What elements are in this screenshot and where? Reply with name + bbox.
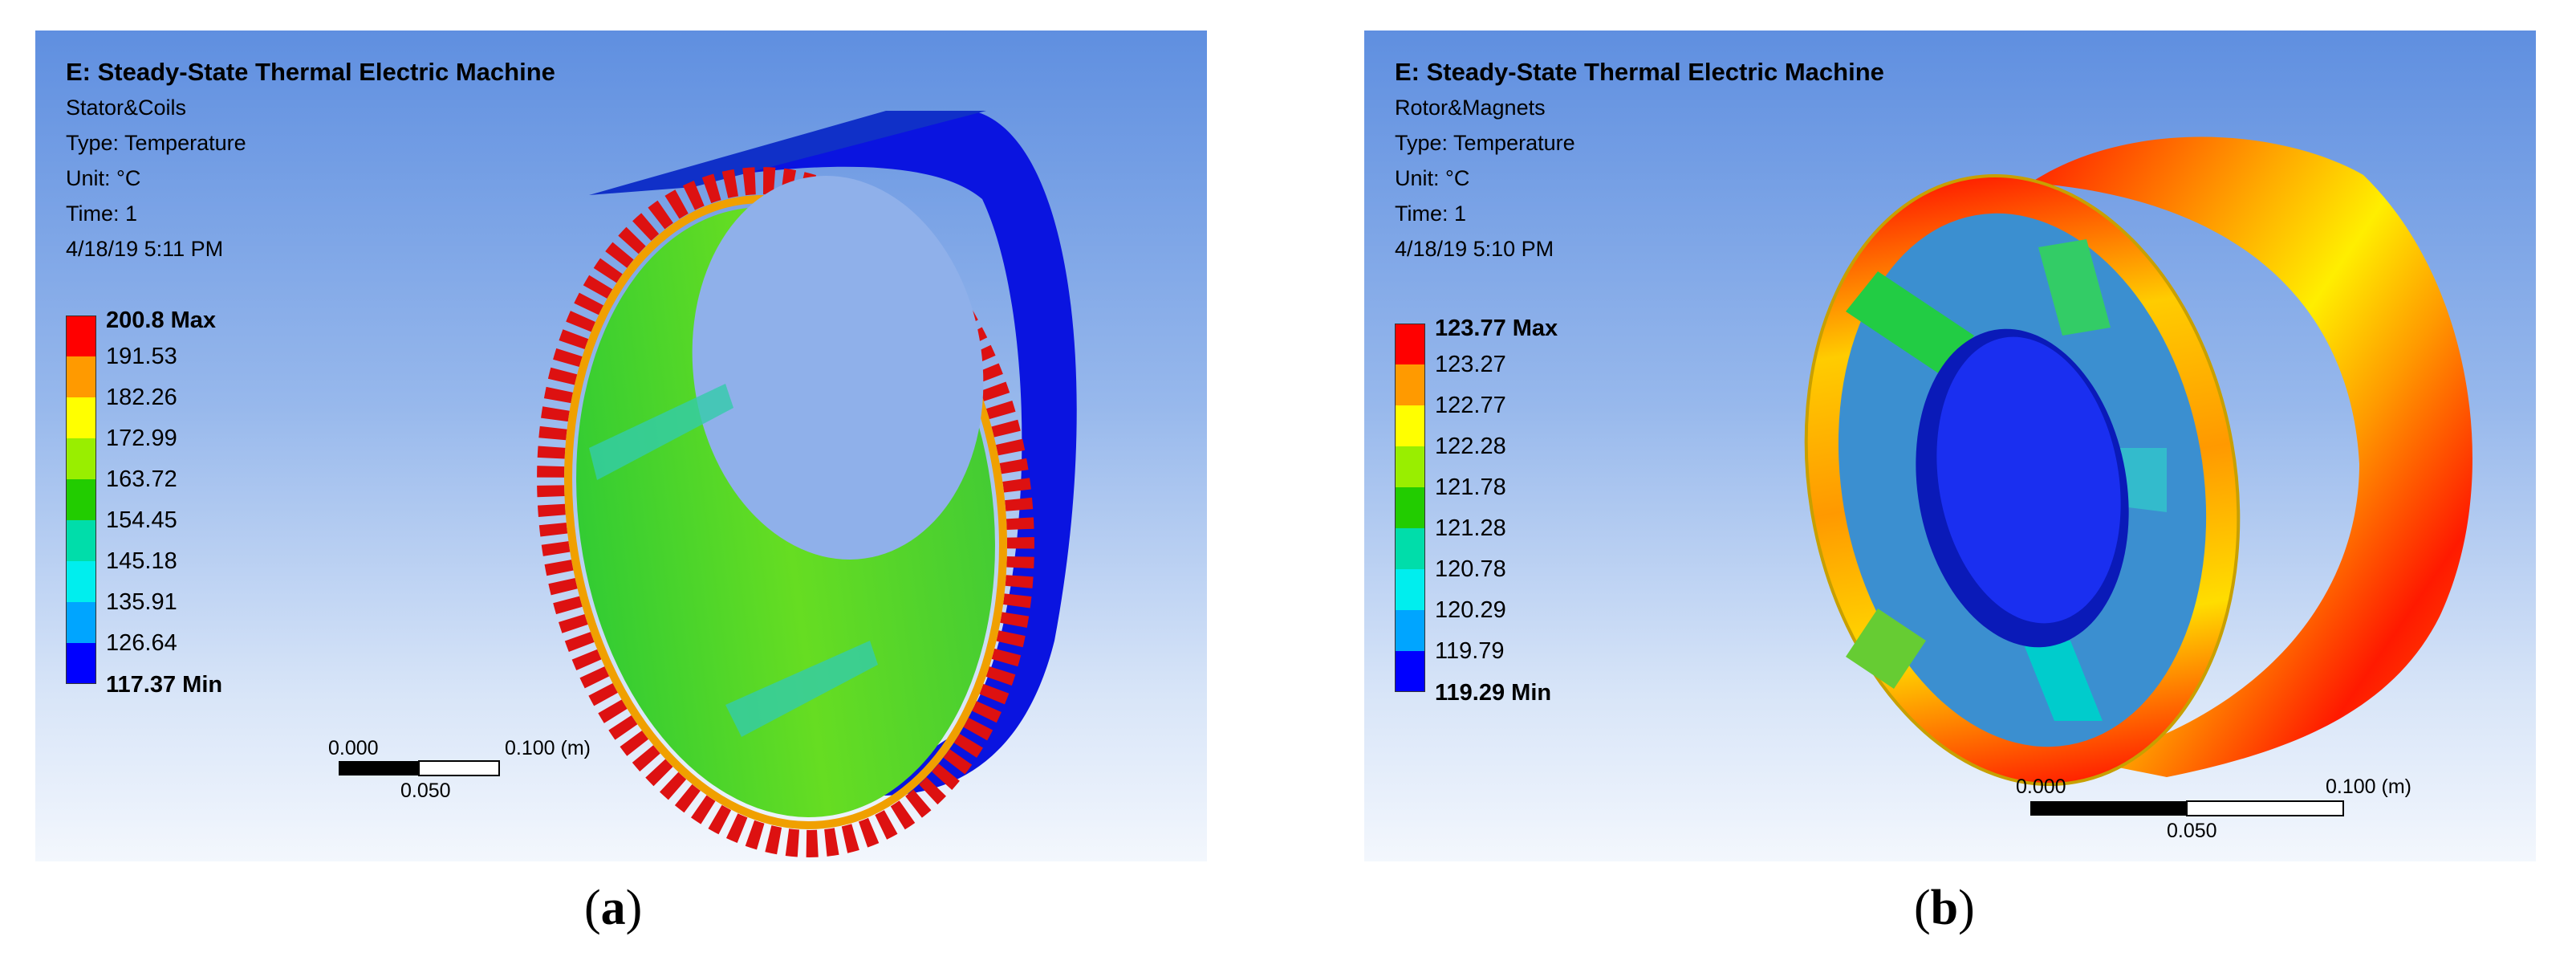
legend-min-label: 119.29 Min <box>1435 680 1552 706</box>
result-unit: Unit: °C <box>1395 166 1470 190</box>
legend-level-label: 172.99 <box>106 425 177 451</box>
rotor-spoke <box>2022 641 2103 721</box>
legend-swatch <box>1395 610 1425 651</box>
caption-a: (a) <box>584 881 643 935</box>
rotor-model-view[interactable] <box>1364 31 2536 861</box>
caption-letter: a <box>600 881 626 935</box>
scale-bar-end-label: 0.100 (m) <box>2326 775 2411 798</box>
legend-swatch <box>1395 324 1425 364</box>
object-name: Stator&Coils <box>66 96 187 120</box>
object-name: Rotor&Magnets <box>1395 96 1546 120</box>
viewport-stator[interactable]: E: Steady-State Thermal Electric Machine… <box>35 31 1207 861</box>
legend-swatch <box>1395 569 1425 610</box>
scale-bar-dark-segment <box>2030 801 2187 816</box>
caption-letter: b <box>1930 881 1959 935</box>
legend-level-label: 121.28 <box>1435 515 1506 541</box>
rotor-outer-band <box>2030 136 2472 777</box>
scale-bar-light-segment <box>418 760 500 776</box>
legend-swatch <box>1395 364 1425 405</box>
legend-level-label: 135.91 <box>106 589 177 615</box>
result-header: E: Steady-State Thermal Electric Machine… <box>1395 55 1884 267</box>
scale-bar-start-label: 0.000 <box>2016 775 2066 798</box>
legend-max-label: 123.77 Max <box>1435 315 1558 341</box>
legend-level-label: 119.79 <box>1435 638 1505 664</box>
legend-swatch <box>66 438 96 479</box>
stator-model-view[interactable] <box>35 31 1207 861</box>
legend-max-label: 200.8 Max <box>106 307 217 333</box>
legend-swatch <box>66 356 96 397</box>
legend-swatch <box>66 397 96 438</box>
legend-swatch <box>1395 528 1425 569</box>
legend-level-label: 145.18 <box>106 548 177 574</box>
scale-bar-start-label: 0.000 <box>328 737 379 759</box>
legend-level-label: 120.78 <box>1435 556 1506 582</box>
scale-bar-end-label: 0.100 (m) <box>505 737 591 759</box>
legend-swatch <box>1395 405 1425 446</box>
legend-swatch <box>66 315 96 356</box>
stator-teal-band <box>725 641 878 737</box>
rotor-spoke <box>2038 239 2111 336</box>
result-type: Type: Temperature <box>1395 131 1575 155</box>
rotor-spoke <box>1846 609 1926 689</box>
stator-teal-band <box>589 384 733 480</box>
legend-swatch <box>66 520 96 561</box>
result-time: Time: 1 <box>1395 202 1467 226</box>
legend-swatch <box>66 602 96 643</box>
caption-b: (b) <box>1914 881 1975 935</box>
result-unit: Unit: °C <box>66 166 141 190</box>
result-type: Type: Temperature <box>66 131 246 155</box>
legend-swatch <box>66 479 96 520</box>
stator-outer-surface <box>693 112 1077 796</box>
legend-level-label: 126.64 <box>106 630 177 656</box>
legend-swatch <box>66 561 96 602</box>
analysis-title: E: Steady-State Thermal Electric Machine <box>1395 58 1884 86</box>
result-date: 4/18/19 5:10 PM <box>1395 237 1554 261</box>
legend-level-label: 120.29 <box>1435 597 1506 623</box>
rotor-hub-face <box>1936 336 2121 624</box>
scale-bar-light-segment <box>2186 800 2344 816</box>
result-time: Time: 1 <box>66 202 138 226</box>
scale-bar: 0.000 0.100 (m) 0.050 <box>328 737 591 802</box>
legend-level-label: 163.72 <box>106 466 177 492</box>
legend-level-label: 191.53 <box>106 344 177 369</box>
scale-bar: 0.000 0.100 (m) 0.050 <box>2016 775 2411 842</box>
rotor-spoke <box>1846 271 1974 376</box>
legend-swatch <box>66 643 96 684</box>
legend-level-label: 182.26 <box>106 385 177 410</box>
legend-swatch <box>1395 651 1425 692</box>
result-date: 4/18/19 5:11 PM <box>66 237 224 261</box>
scale-bar-mid-label: 0.050 <box>2167 820 2217 842</box>
legend-level-label: 154.45 <box>106 507 177 533</box>
legend-swatch <box>1395 487 1425 528</box>
bore-opening <box>692 176 984 560</box>
legend-swatch <box>1395 446 1425 487</box>
legend-min-label: 117.37 Min <box>106 672 223 698</box>
scale-bar-mid-label: 0.050 <box>400 780 451 802</box>
legend-level-label: 122.77 <box>1435 393 1506 418</box>
legend-level-label: 122.28 <box>1435 434 1506 459</box>
stator-yoke-ring <box>564 195 1007 829</box>
result-header: E: Steady-State Thermal Electric Machine… <box>66 55 555 267</box>
legend-level-label: 121.78 <box>1435 474 1506 500</box>
stator-top-rim <box>589 111 986 195</box>
legend-level-label: 123.27 <box>1435 352 1506 377</box>
viewport-rotor[interactable]: E: Steady-State Thermal Electric Machine… <box>1364 31 2536 861</box>
scale-bar-dark-segment <box>339 761 419 775</box>
analysis-title: E: Steady-State Thermal Electric Machine <box>66 58 555 86</box>
